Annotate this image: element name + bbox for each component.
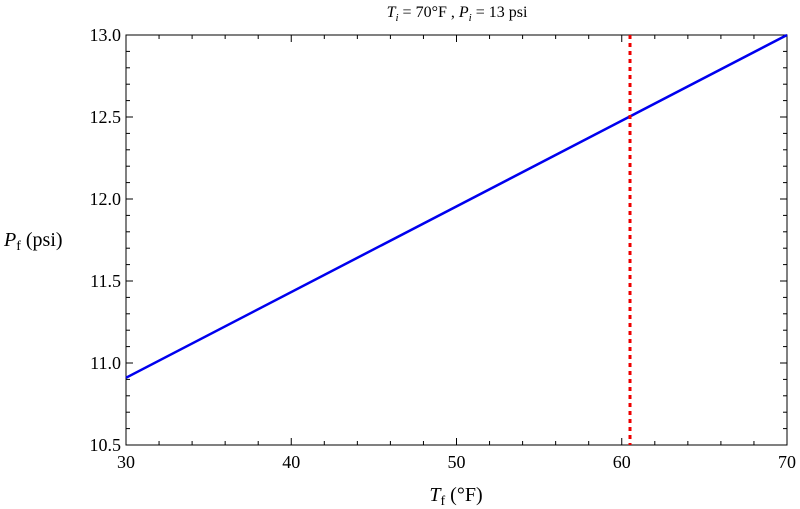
y-tick-label: 12.0 <box>90 189 122 209</box>
y-tick-label: 10.5 <box>90 435 122 455</box>
plot-frame <box>125 34 788 446</box>
x-tick-label: 30 <box>117 452 135 472</box>
title-p-symbol: P <box>458 4 469 21</box>
x-label-unit: (°F) <box>445 484 482 506</box>
y-tick-label: 11.5 <box>90 271 121 291</box>
y-tick-label: 11.0 <box>90 353 121 373</box>
x-label-symbol: T <box>429 484 442 506</box>
chart-title: Ti = 70°F , Pi = 13 psi <box>387 4 528 24</box>
x-label-sub: f <box>441 494 446 509</box>
pressure-line <box>125 33 788 379</box>
y-label-symbol: P <box>3 229 16 251</box>
axis-ticks <box>125 34 788 446</box>
x-tick-labels: 30 40 50 60 70 <box>117 452 796 472</box>
title-t-value: = 70°F , <box>399 4 459 21</box>
x-axis-label: Tf (°F) <box>429 484 482 509</box>
title-p-value: = 13 psi <box>472 4 528 21</box>
x-tick-label: 50 <box>448 452 466 472</box>
x-tick-label: 60 <box>613 452 631 472</box>
y-tick-label: 13.0 <box>90 25 122 45</box>
title-p-sub: i <box>469 12 472 24</box>
y-tick-labels: 10.5 11.0 11.5 12.0 12.5 13.0 <box>90 25 122 455</box>
y-label-sub: f <box>16 239 21 254</box>
x-tick-label: 40 <box>282 452 300 472</box>
y-tick-label: 12.5 <box>90 107 122 127</box>
y-label-unit: (psi) <box>21 229 63 251</box>
x-tick-label: 70 <box>778 452 796 472</box>
title-t-sub: i <box>395 12 398 24</box>
title-t-symbol: T <box>387 4 397 21</box>
y-axis-label: Pf (psi) <box>3 229 63 254</box>
